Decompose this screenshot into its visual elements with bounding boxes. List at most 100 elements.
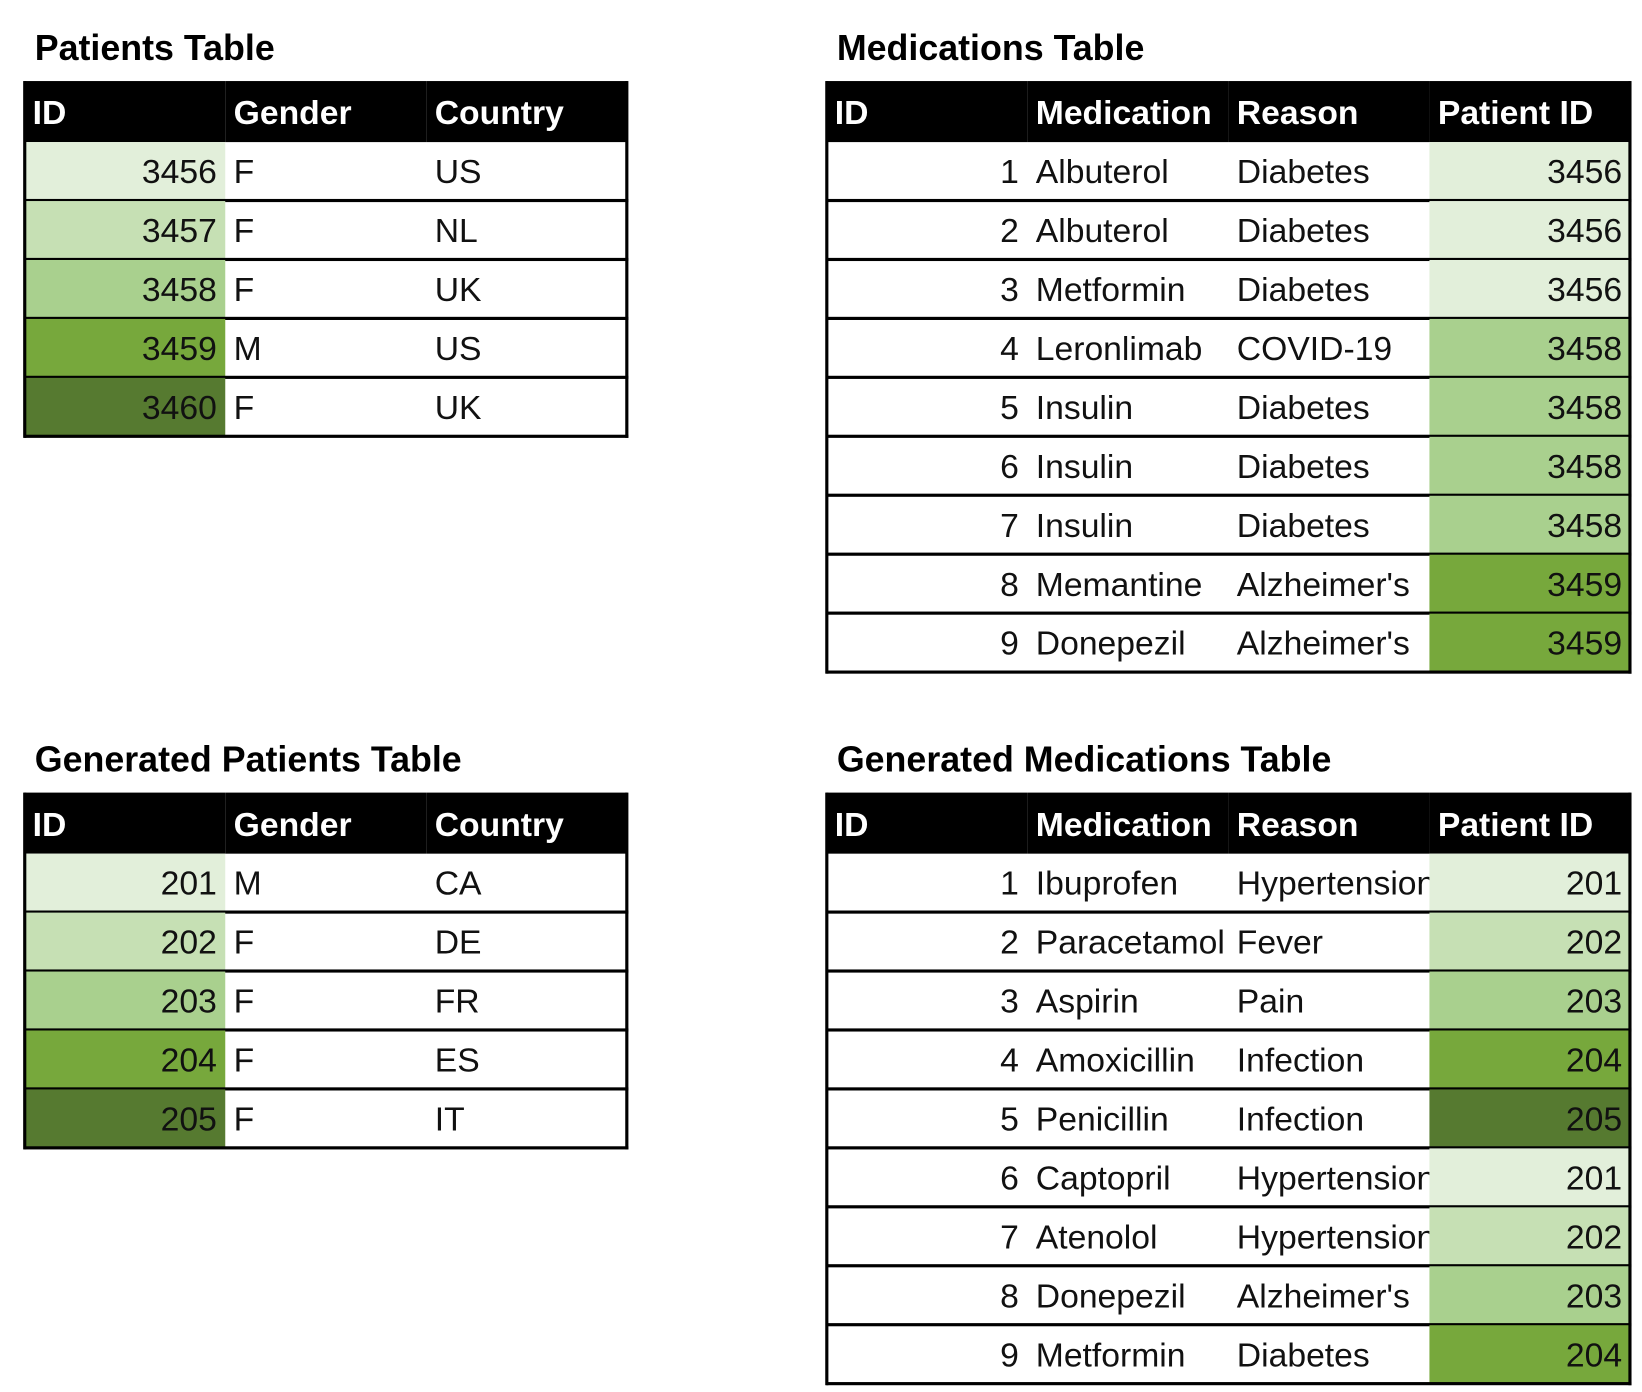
column-header: Gender: [225, 792, 427, 854]
table-cell: F: [233, 152, 255, 191]
table-cell: 3458: [1429, 495, 1631, 555]
table-cell: Ibuprofen: [1035, 864, 1179, 903]
table-cell: 202: [1429, 1207, 1631, 1267]
row-border: [826, 375, 1632, 379]
table-cell: 204: [1429, 1030, 1631, 1090]
table-cell: 3: [1000, 982, 1019, 1020]
table-border: [825, 81, 829, 674]
column-header: Medication: [1027, 792, 1229, 854]
table-cell: 2: [1000, 211, 1019, 250]
row-border: [826, 670, 1632, 674]
table-cell: Paracetamol: [1035, 923, 1225, 962]
table-cell: M: [233, 864, 262, 903]
table-cell: 201: [1429, 853, 1631, 913]
table-cell: Alzheimer's: [1236, 1276, 1410, 1315]
column-header: Medication: [1027, 81, 1229, 143]
table-cell: CA: [434, 864, 482, 903]
table-cell: Hypertension: [1236, 1217, 1430, 1256]
table-cell: 3459: [1429, 554, 1631, 614]
table-cell: 3459: [24, 318, 226, 378]
table-title: Patients Table: [34, 28, 275, 69]
table-cell: Fever: [1236, 923, 1323, 962]
column-header: Country: [426, 792, 628, 854]
table-border: [825, 792, 829, 1386]
table-cell: Captopril: [1035, 1158, 1171, 1197]
table-cell: 205: [1429, 1089, 1631, 1149]
table-cell: F: [233, 923, 255, 962]
row-border: [24, 257, 629, 262]
column-header: ID: [826, 792, 1028, 854]
table-cell: Penicillin: [1035, 1099, 1169, 1138]
table-cell: 5: [1000, 388, 1019, 427]
table-cell: 9: [1000, 1335, 1019, 1374]
table-title: Medications Table: [836, 28, 1145, 69]
column-header: Reason: [1228, 81, 1430, 143]
table-cell: US: [434, 329, 482, 368]
table-cell: Donepezil: [1035, 624, 1186, 663]
table-cell: Insulin: [1035, 388, 1134, 427]
table-cell: Diabetes: [1236, 1335, 1370, 1374]
table-cell: IT: [434, 1099, 465, 1138]
table-cell: US: [434, 152, 482, 191]
table-border: [625, 81, 629, 438]
row-border: [24, 910, 629, 914]
table-cell: 7: [1000, 506, 1019, 545]
table-border: [1628, 792, 1632, 1386]
table-cell: Albuterol: [1035, 211, 1169, 250]
table-cell: Infection: [1236, 1041, 1365, 1079]
table-cell: Metformin: [1035, 270, 1186, 309]
table-cell: 3459: [1429, 613, 1631, 673]
table-border: [1628, 81, 1632, 674]
table-cell: 5: [1000, 1099, 1019, 1138]
table-cell: 3458: [24, 259, 226, 319]
row-border: [826, 1382, 1632, 1386]
table-cell: 8: [1000, 565, 1019, 604]
row-border: [24, 1028, 629, 1032]
row-border: [24, 375, 629, 379]
table-cell: Hypertension: [1236, 864, 1430, 903]
table-cell: 4: [1000, 1041, 1019, 1079]
row-border: [826, 1323, 1632, 1327]
table-cell: 201: [1429, 1148, 1631, 1208]
row-border: [826, 493, 1632, 497]
table-cell: F: [233, 982, 255, 1020]
table-cell: Infection: [1236, 1099, 1365, 1138]
table-cell: 203: [1429, 971, 1631, 1031]
table-cell: Amoxicillin: [1035, 1041, 1195, 1079]
row-border: [826, 552, 1632, 556]
table-cell: 6: [1000, 1158, 1019, 1197]
table-cell: 7: [1000, 1217, 1019, 1256]
table-cell: Insulin: [1035, 447, 1134, 486]
table-cell: DE: [434, 923, 482, 962]
table-cell: UK: [434, 270, 482, 309]
table-cell: 1: [1000, 864, 1019, 903]
table-cell: 3456: [1429, 201, 1631, 260]
table-cell: 205: [24, 1089, 226, 1149]
table-cell: 9: [1000, 624, 1019, 663]
table-cell: 3458: [1429, 436, 1631, 496]
table-cell: 204: [24, 1030, 226, 1090]
table-cell: NL: [434, 211, 478, 250]
table-cell: Memantine: [1035, 565, 1203, 604]
table-cell: Insulin: [1035, 506, 1134, 545]
table-cell: 6: [1000, 447, 1019, 486]
table-cell: COVID-19: [1236, 329, 1393, 368]
table-border: [23, 792, 27, 1150]
table-title: Generated Patients Table: [34, 739, 462, 780]
table-cell: Aspirin: [1035, 982, 1139, 1020]
row-border: [826, 910, 1632, 914]
row-border: [826, 611, 1632, 615]
table-cell: Alzheimer's: [1236, 624, 1410, 663]
table-cell: 2: [1000, 923, 1019, 962]
table-cell: 201: [24, 853, 226, 913]
table-cell: 3457: [24, 201, 226, 260]
row-border: [826, 198, 1632, 203]
row-border: [826, 316, 1632, 320]
row-border: [24, 1087, 629, 1091]
row-border: [24, 316, 629, 320]
row-border: [826, 1087, 1632, 1091]
table-cell: Diabetes: [1236, 152, 1370, 191]
row-border: [826, 1205, 1632, 1209]
table-cell: 8: [1000, 1276, 1019, 1315]
